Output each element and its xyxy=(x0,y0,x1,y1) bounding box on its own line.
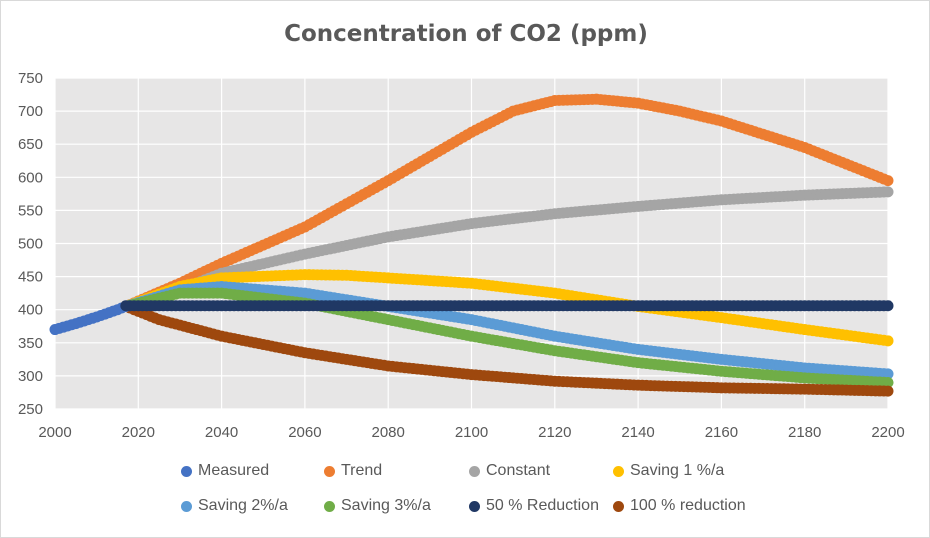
y-tick-label: 650 xyxy=(18,136,43,153)
legend-item: Trend xyxy=(324,462,382,480)
data-point xyxy=(882,368,894,380)
legend-item: Saving 1 %/a xyxy=(613,462,724,480)
data-point xyxy=(882,335,894,347)
legend-label: Measured xyxy=(198,462,270,479)
legend-marker-icon xyxy=(613,500,624,512)
y-tick-label: 450 xyxy=(18,269,43,286)
x-tick-label: 2020 xyxy=(122,424,155,441)
y-tick-label: 300 xyxy=(18,368,43,385)
legend-label: Constant xyxy=(486,462,551,479)
series-saving-2-a xyxy=(120,281,894,380)
series-trend xyxy=(120,93,894,312)
data-point xyxy=(882,175,894,187)
legend-marker-icon xyxy=(181,465,192,477)
x-tick-label: 2160 xyxy=(705,424,738,441)
legend-marker-icon xyxy=(324,500,335,512)
legend-item: Measured xyxy=(181,462,269,480)
y-tick-label: 400 xyxy=(18,302,43,319)
x-tick-label: 2080 xyxy=(372,424,405,441)
legend-label: Saving 3%/a xyxy=(341,497,431,514)
legend-marker-icon xyxy=(324,465,335,477)
y-tick-label: 600 xyxy=(18,169,43,186)
legend-label: Saving 1 %/a xyxy=(630,462,725,479)
x-tick-label: 2140 xyxy=(621,424,654,441)
x-tick-label: 2000 xyxy=(38,424,71,441)
legend-marker-icon xyxy=(469,500,480,512)
x-tick-label: 2100 xyxy=(455,424,488,441)
legend-item: 100 % reduction xyxy=(613,497,746,515)
y-tick-label: 350 xyxy=(18,335,43,352)
legend-item: Saving 2%/a xyxy=(181,497,288,515)
legend-label: 50 % Reduction xyxy=(486,497,599,514)
y-tick-label: 550 xyxy=(18,202,43,219)
data-point xyxy=(882,377,894,389)
legend-marker-icon xyxy=(613,465,624,477)
x-tick-label: 2200 xyxy=(871,424,904,441)
data-point xyxy=(882,385,894,397)
y-tick-label: 500 xyxy=(18,236,43,253)
legend-item: Saving 3%/a xyxy=(324,497,431,515)
legend-marker-icon xyxy=(181,500,192,512)
x-tick-label: 2060 xyxy=(288,424,321,441)
y-tick-label: 700 xyxy=(18,103,43,120)
legend-item: Constant xyxy=(469,462,550,480)
chart-legend: Measured Trend Constant Saving 1 %/a Saving … xyxy=(0,462,930,532)
legend-label: Saving 2%/a xyxy=(198,497,288,514)
y-tick-label: 250 xyxy=(18,401,43,418)
legend-label: 100 % reduction xyxy=(630,497,746,514)
x-tick-label: 2040 xyxy=(205,424,238,441)
legend-marker-icon xyxy=(469,465,480,477)
data-point xyxy=(882,300,894,312)
series-50-reduction xyxy=(120,300,894,312)
x-tick-label: 2120 xyxy=(538,424,571,441)
x-tick-label: 2180 xyxy=(788,424,821,441)
legend-label: Trend xyxy=(341,462,383,479)
legend-item: 50 % Reduction xyxy=(469,497,599,515)
y-tick-label: 750 xyxy=(18,70,43,87)
chart-title: Concentration of CO2 (ppm) xyxy=(284,21,648,47)
data-point xyxy=(882,186,894,198)
